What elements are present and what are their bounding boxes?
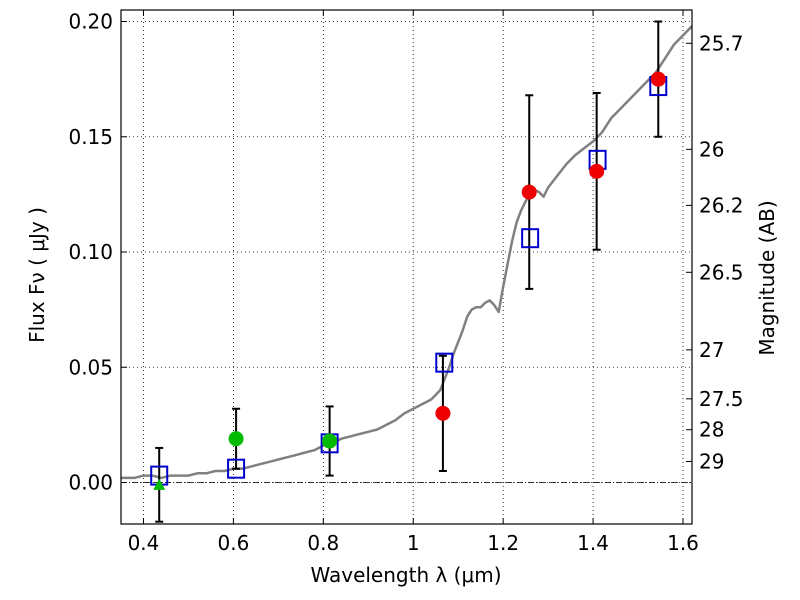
photometry-point	[521, 184, 537, 200]
model-photometry-square	[435, 352, 454, 373]
magnitude-tick-label: 25.7	[699, 31, 744, 55]
photometry-point	[650, 71, 666, 87]
y-tick-label: 0.05	[68, 355, 113, 379]
x-tick-label: 1.2	[487, 531, 519, 555]
y-tick-label: 0.15	[68, 125, 113, 149]
model-photometry-square	[227, 458, 246, 479]
ticks-layer: 0.4 0.6 0.8 1 1.2 1.4 1.6 0.00 0.05 0.10 0.15 0.20 2…	[68, 10, 743, 555]
magnitude-tick-label: 27.5	[699, 387, 744, 411]
marker-layer	[150, 71, 668, 490]
x-tick-label: 0.8	[307, 531, 339, 555]
magnitude-tick-label: 26.2	[699, 193, 744, 217]
x-axis-title: Wavelength λ (μm)	[310, 563, 501, 587]
magnitude-tick-label: 29	[699, 449, 724, 473]
y-tick-label: 0.20	[68, 10, 113, 34]
errorbar-layer	[155, 20, 663, 523]
grid-layer	[121, 10, 692, 524]
magnitude-tick-label: 28	[699, 418, 724, 442]
x-tick-label: 0.4	[128, 531, 160, 555]
model-photometry-square	[521, 228, 540, 249]
y-axis-title: Flux Fν ( μJy )	[25, 207, 49, 343]
model-sed-line	[121, 25, 693, 480]
magnitude-tick-label: 26.5	[699, 260, 744, 284]
y-tick-label: 0.10	[68, 240, 113, 264]
y-tick-label: 0.00	[68, 471, 113, 495]
x-tick-label: 1	[407, 531, 420, 555]
photometry-point	[322, 433, 338, 449]
upper-limit-triangle	[153, 478, 166, 490]
model-sed-layer	[121, 25, 693, 480]
magnitude-axis-title: Magnitude (AB)	[755, 200, 779, 355]
x-tick-label: 1.4	[577, 531, 609, 555]
photometry-point	[228, 431, 244, 447]
magnitude-tick-label: 27	[699, 338, 724, 362]
photometry-point	[589, 163, 605, 179]
x-tick-label: 0.6	[217, 531, 249, 555]
photometry-point	[435, 405, 451, 421]
plot-frame	[120, 9, 693, 525]
x-tick-label: 1.6	[667, 531, 699, 555]
magnitude-tick-label: 26	[699, 137, 724, 161]
